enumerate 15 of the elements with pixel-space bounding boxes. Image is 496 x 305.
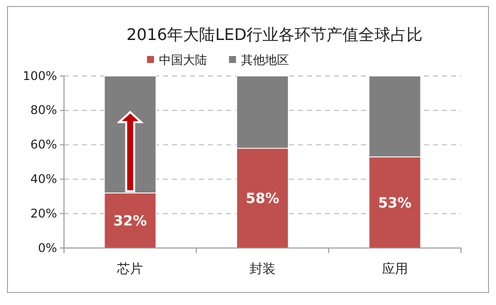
y-tick-label: 40% bbox=[30, 172, 57, 186]
y-tick-label: 20% bbox=[30, 206, 57, 220]
y-tick-label: 60% bbox=[30, 138, 57, 152]
legend-label: 其他地区 bbox=[241, 53, 289, 67]
data-label: 32% bbox=[113, 213, 147, 230]
x-tick-label: 芯片 bbox=[116, 262, 144, 277]
x-tick-label: 应用 bbox=[382, 261, 408, 277]
y-tick-label: 0% bbox=[38, 240, 57, 255]
y-tick-label: 80% bbox=[30, 103, 57, 118]
data-label: 58% bbox=[246, 191, 280, 208]
legend-label: 中国大陆 bbox=[159, 53, 207, 67]
data-label: 53% bbox=[378, 195, 412, 212]
y-tick-label: 100% bbox=[22, 68, 57, 83]
x-tick-label: 封装 bbox=[250, 262, 276, 277]
chart-title: 2016年大陆LED行业各环节产值全球占比 bbox=[126, 25, 423, 44]
